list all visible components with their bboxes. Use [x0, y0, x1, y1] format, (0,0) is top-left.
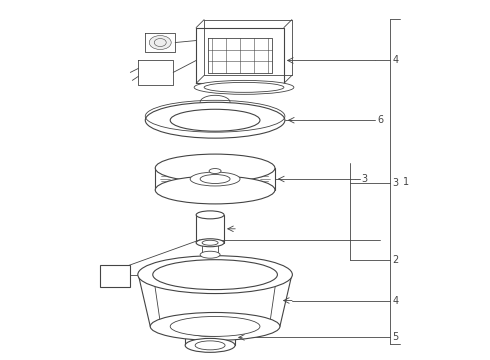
Ellipse shape	[202, 252, 218, 257]
Ellipse shape	[145, 102, 285, 138]
Ellipse shape	[149, 36, 171, 50]
Ellipse shape	[200, 251, 220, 258]
Ellipse shape	[170, 316, 260, 336]
Ellipse shape	[153, 260, 277, 289]
Text: 1: 1	[403, 177, 409, 187]
Ellipse shape	[196, 211, 224, 219]
Ellipse shape	[170, 109, 260, 131]
Ellipse shape	[204, 82, 284, 92]
Ellipse shape	[190, 172, 240, 186]
Ellipse shape	[185, 338, 235, 352]
Text: 3: 3	[392, 178, 399, 188]
Ellipse shape	[196, 239, 224, 247]
Text: 2: 2	[392, 255, 399, 265]
Ellipse shape	[155, 176, 275, 204]
Ellipse shape	[200, 175, 230, 184]
Text: 6: 6	[378, 115, 384, 125]
Ellipse shape	[150, 312, 280, 340]
Ellipse shape	[209, 168, 221, 174]
Text: 5: 5	[392, 332, 399, 342]
Ellipse shape	[195, 341, 225, 350]
Ellipse shape	[202, 240, 218, 245]
Bar	[100, 265, 130, 287]
Text: 3: 3	[362, 174, 368, 184]
Text: 4: 4	[392, 296, 399, 306]
Ellipse shape	[185, 323, 235, 336]
Ellipse shape	[155, 154, 275, 182]
Ellipse shape	[194, 80, 294, 94]
Ellipse shape	[138, 256, 293, 293]
Text: 4: 4	[392, 55, 399, 66]
